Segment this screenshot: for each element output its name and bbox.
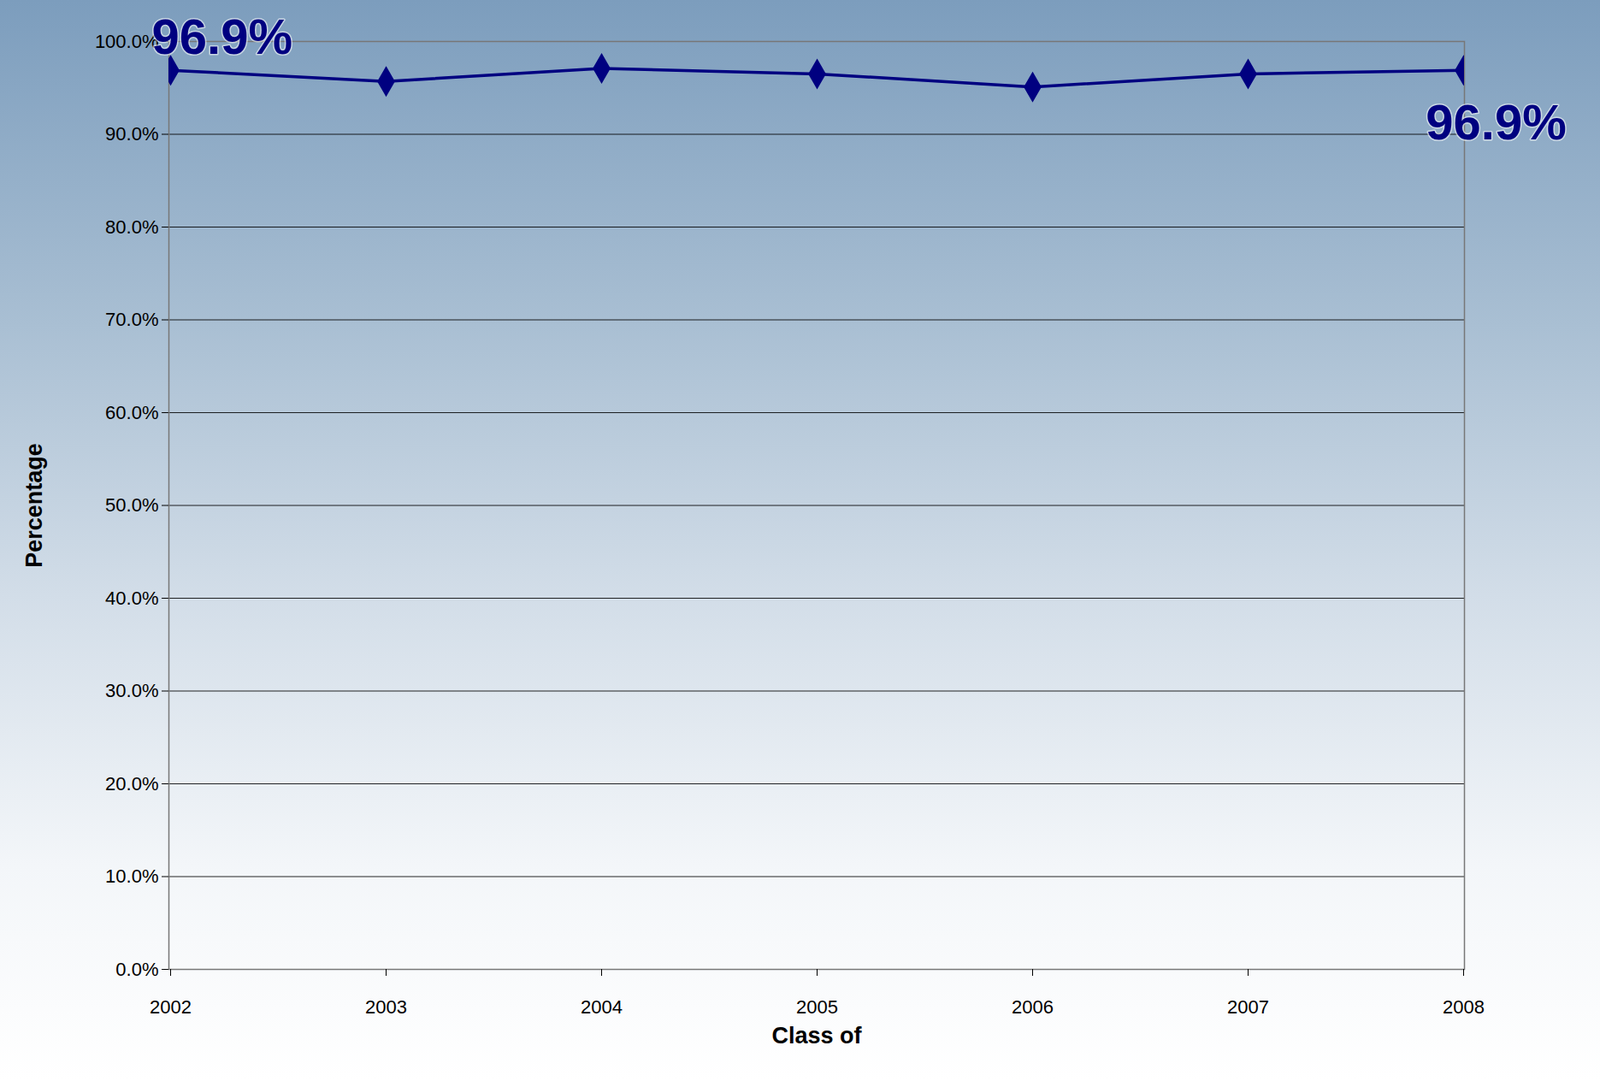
svg-text:2008: 2008 <box>1442 996 1485 1018</box>
svg-text:Class of: Class of <box>771 1022 862 1049</box>
svg-text:80.0%: 80.0% <box>105 216 159 238</box>
svg-text:2003: 2003 <box>365 996 408 1018</box>
svg-text:96.9%: 96.9% <box>1425 94 1566 150</box>
svg-text:2005: 2005 <box>796 996 839 1018</box>
svg-text:90.0%: 90.0% <box>105 123 159 145</box>
svg-text:0.0%: 0.0% <box>115 958 159 981</box>
svg-text:2002: 2002 <box>149 996 192 1018</box>
svg-text:10.0%: 10.0% <box>105 865 159 887</box>
svg-text:96.9%: 96.9% <box>152 8 293 65</box>
svg-text:100.0%: 100.0% <box>94 30 160 53</box>
svg-text:2006: 2006 <box>1011 996 1054 1018</box>
svg-text:20.0%: 20.0% <box>105 773 159 795</box>
svg-text:2004: 2004 <box>580 996 623 1018</box>
svg-text:70.0%: 70.0% <box>105 308 159 331</box>
svg-text:40.0%: 40.0% <box>105 587 159 609</box>
svg-text:Percentage: Percentage <box>21 442 48 568</box>
svg-text:30.0%: 30.0% <box>105 679 159 702</box>
svg-text:2007: 2007 <box>1227 996 1270 1018</box>
svg-text:60.0%: 60.0% <box>105 401 159 424</box>
svg-text:50.0%: 50.0% <box>105 494 159 516</box>
